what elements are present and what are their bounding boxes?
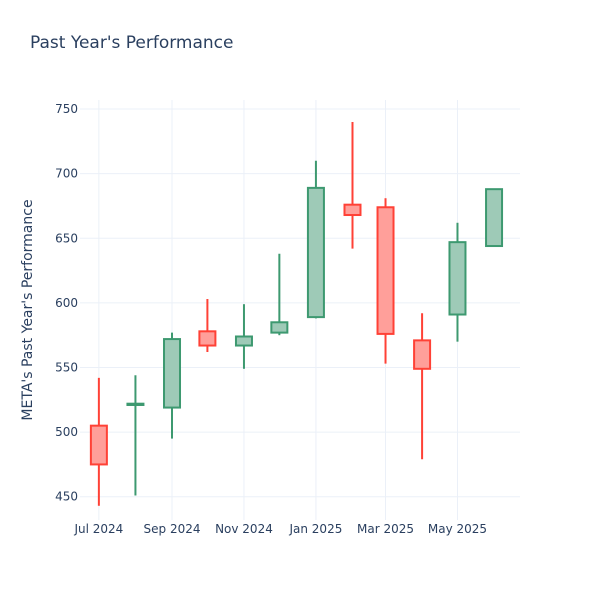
candle-body: [485, 188, 504, 248]
y-tick-label: 450: [55, 490, 78, 504]
y-tick-label: 700: [55, 167, 78, 181]
candle-body: [270, 321, 289, 334]
chart-title: Past Year's Performance: [30, 33, 234, 53]
candle: [270, 253, 289, 336]
candle-body: [448, 241, 467, 316]
candle-body: [163, 338, 182, 409]
candle-body: [376, 206, 395, 335]
candle: [89, 377, 108, 506]
candle: [126, 375, 145, 496]
tick-labels-layer: 450 500 550 600 650 700 750 Jul 2024 Sep 2024 Nov…: [55, 102, 487, 536]
candle: [343, 121, 362, 249]
candle: [448, 222, 467, 342]
candle: [413, 313, 432, 460]
candle-body: [198, 330, 217, 347]
x-tick-label: Mar 2025: [357, 522, 414, 536]
candle-body: [413, 339, 432, 370]
x-tick-label: Jan 2025: [288, 522, 342, 536]
candle-body: [343, 203, 362, 217]
candle-body: [306, 186, 325, 319]
candle-body: [89, 424, 108, 466]
candles-layer: [89, 121, 504, 506]
candle: [163, 332, 182, 439]
x-tick-label: Jul 2024: [73, 522, 123, 536]
candle: [234, 304, 253, 369]
x-tick-label: Sep 2024: [144, 522, 201, 536]
y-tick-label: 650: [55, 231, 78, 245]
candle-body: [126, 402, 145, 406]
candle-body: [234, 335, 253, 347]
y-tick-label: 750: [55, 102, 78, 116]
y-tick-label: 550: [55, 361, 78, 375]
x-tick-label: May 2025: [428, 522, 487, 536]
y-tick-label: 600: [55, 296, 78, 310]
y-tick-label: 500: [55, 425, 78, 439]
x-tick-label: Nov 2024: [215, 522, 273, 536]
candle: [198, 299, 217, 352]
y-axis-title: META's Past Year's Performance: [20, 199, 36, 420]
candle: [376, 198, 395, 364]
candle: [306, 160, 325, 319]
candle: [485, 188, 504, 248]
